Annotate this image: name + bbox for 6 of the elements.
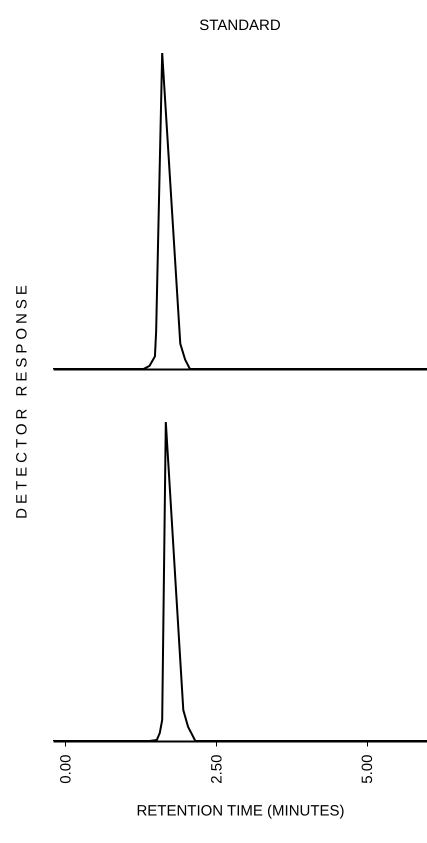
x-tick-label: 0.00 bbox=[58, 754, 75, 784]
y-axis-title: DETECTOR RESPONSE bbox=[14, 281, 30, 519]
chart-title: STANDARD bbox=[199, 17, 281, 34]
x-tick-label: 2.50 bbox=[208, 754, 226, 784]
x-axis-title: RETENTION TIME (MINUTES) bbox=[136, 802, 345, 820]
x-tick-label: 5.00 bbox=[359, 754, 376, 784]
